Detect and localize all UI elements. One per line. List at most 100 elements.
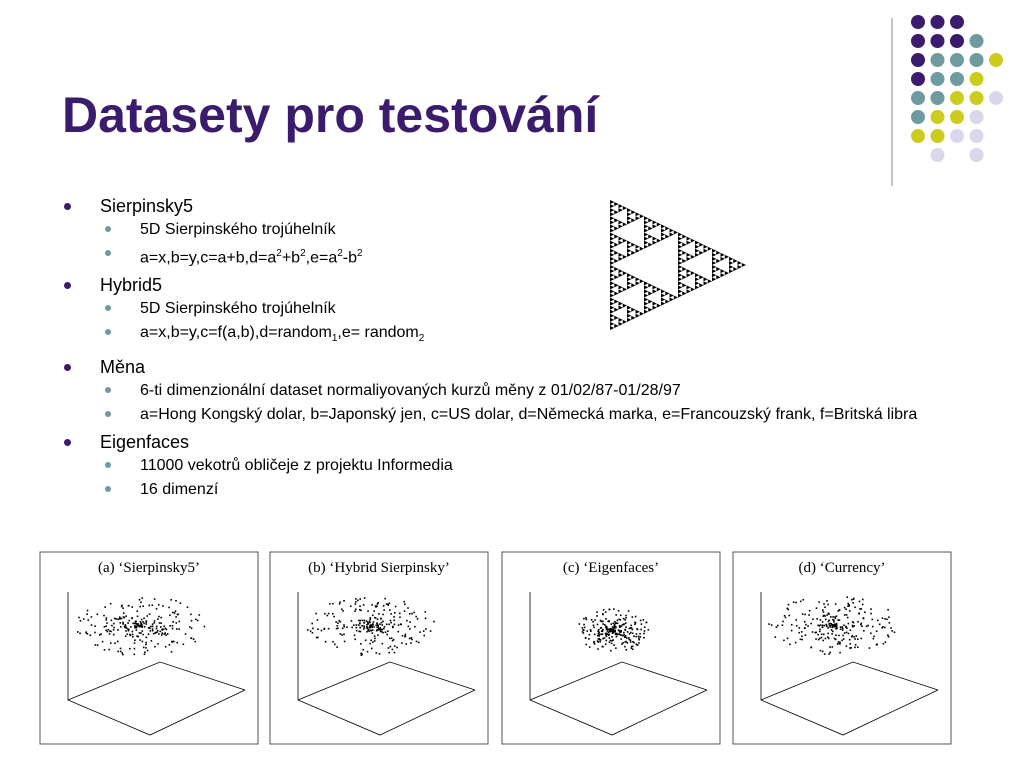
triangle	[695, 252, 700, 257]
scatter-point	[113, 622, 115, 625]
scatter-point	[378, 613, 380, 615]
scatter-point	[630, 647, 633, 649]
scatter-point	[614, 629, 616, 631]
scatter-point	[607, 620, 609, 623]
scatter-point	[86, 613, 88, 615]
triangle	[627, 317, 632, 322]
scatter-point	[110, 630, 112, 633]
scatter-point	[613, 644, 615, 646]
triangle	[695, 285, 700, 290]
scatter-point	[335, 627, 338, 630]
scatter-point	[618, 618, 620, 621]
dot	[969, 72, 984, 86]
scatter-point	[782, 620, 784, 623]
triangle	[686, 269, 691, 274]
triangle	[644, 232, 649, 237]
scatter-point	[343, 625, 346, 628]
scatter-point	[124, 625, 127, 627]
scatter-point	[826, 600, 828, 602]
scatter-point	[822, 611, 825, 613]
triangle	[610, 220, 615, 225]
triangle	[695, 277, 700, 282]
scatter-point	[857, 646, 859, 648]
scatter-point	[156, 631, 158, 634]
scatter-point	[143, 622, 145, 625]
scatter-point	[847, 605, 849, 607]
scatter-point	[876, 619, 879, 622]
scatter-point	[829, 651, 832, 654]
scatter-point	[815, 638, 817, 640]
scatter-point	[860, 608, 863, 610]
scatter-point	[853, 625, 856, 627]
triangle	[635, 248, 640, 253]
scatter-point	[355, 598, 357, 600]
scatter-point	[831, 624, 834, 626]
scatter-point	[585, 616, 587, 619]
scatter-point	[366, 625, 368, 628]
scatter-point	[172, 611, 174, 614]
scatter-point	[385, 603, 388, 605]
triangle	[644, 285, 649, 290]
triangle	[665, 299, 670, 304]
triangle	[682, 250, 687, 255]
scatter-point	[135, 629, 138, 631]
scatter-point	[368, 620, 371, 622]
scatter-point	[628, 632, 631, 635]
axis	[67, 592, 246, 736]
scatter-point	[854, 606, 856, 609]
scatter-point	[787, 608, 790, 611]
scatter-point	[887, 634, 889, 636]
scatter-point	[143, 626, 146, 628]
scatter-point	[795, 601, 797, 604]
text-run: 5D Sierpinského trojúhelník	[140, 221, 336, 238]
text-run: a=x,b=y,c=f(a,b),d=random	[140, 324, 332, 342]
triangle	[673, 295, 678, 300]
scatter-point	[846, 616, 849, 619]
scatter-point	[824, 615, 826, 617]
scatter-point	[821, 650, 824, 653]
scatter-point	[164, 627, 167, 630]
scatter-point	[342, 610, 344, 612]
triangle	[614, 323, 619, 328]
scatter-point	[838, 642, 841, 645]
scatter-point	[861, 598, 864, 601]
scatter-point	[868, 647, 871, 649]
scatter-point	[379, 623, 381, 625]
scatter-point	[829, 626, 831, 628]
triangle	[682, 283, 687, 288]
scatter-point	[612, 631, 615, 634]
scatter-point	[821, 626, 824, 629]
scatter-point	[598, 631, 600, 634]
scatter-point	[371, 604, 373, 606]
triangle	[720, 273, 725, 278]
scatter-point	[135, 620, 137, 623]
triangle	[665, 226, 670, 231]
scatter-point	[604, 611, 607, 613]
scatter-point	[332, 602, 334, 605]
scatter-point	[312, 627, 314, 630]
scatter-point	[369, 621, 371, 624]
sierpinski-image	[610, 200, 746, 330]
dot	[950, 34, 964, 48]
scatter-point	[115, 618, 117, 620]
scatter-point	[388, 602, 391, 605]
scatter-point	[625, 614, 627, 617]
scatter-point	[112, 633, 115, 636]
scatter-point	[175, 599, 177, 602]
scatter-point	[417, 641, 420, 644]
triangle	[610, 232, 615, 237]
sub-bullet: 11000 vekotrů obličeje z projektu Inform…	[105, 454, 930, 478]
triangle	[656, 238, 661, 243]
scatter-point	[173, 640, 175, 643]
triangle	[627, 208, 632, 213]
panel-title: (c) ‘Eigenfaces’	[563, 560, 659, 576]
scatter-point	[795, 619, 798, 621]
triangle	[627, 216, 632, 221]
triangle	[618, 301, 623, 306]
scatter-point	[415, 615, 418, 618]
scatter-point	[136, 615, 139, 618]
scatter-point	[845, 614, 848, 616]
scatter-point	[890, 627, 892, 629]
scatter-point	[606, 627, 608, 630]
scatter-point	[600, 620, 603, 623]
